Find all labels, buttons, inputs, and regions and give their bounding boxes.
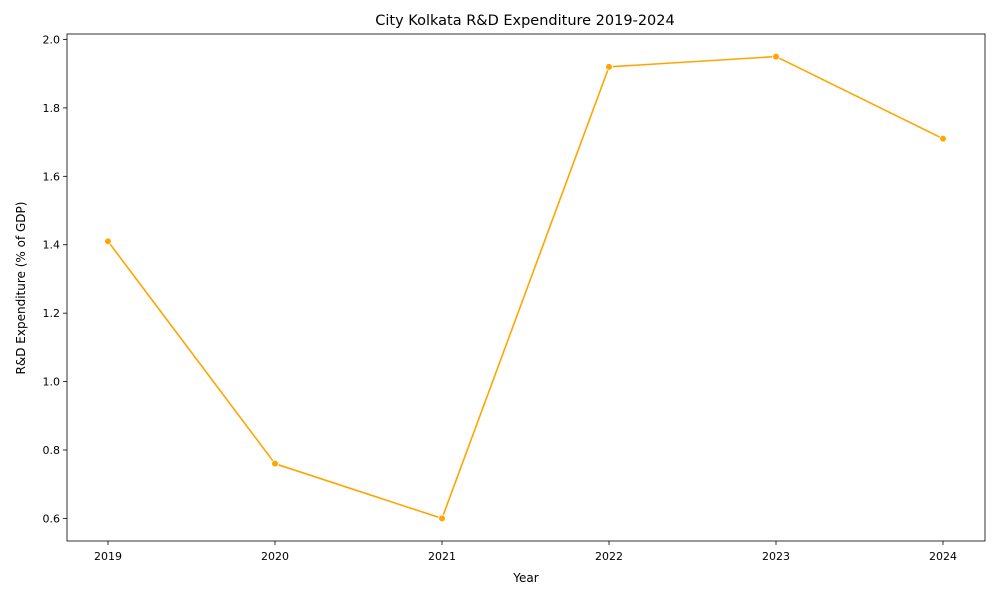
y-tick-label: 1.4 <box>43 239 61 252</box>
y-tick-label: 0.8 <box>43 444 61 457</box>
chart-title: City Kolkata R&D Expenditure 2019-2024 <box>375 13 674 29</box>
y-tick-label: 1.0 <box>43 376 61 389</box>
data-point <box>605 63 613 71</box>
y-tick-label: 1.8 <box>43 102 61 115</box>
x-tick-label: 2019 <box>94 550 122 563</box>
plot-frame <box>66 33 986 542</box>
y-axis-ticks: 0.6 0.8 1.0 1.2 1.4 1.6 1.8 2.0 <box>43 33 67 525</box>
data-point <box>104 237 112 246</box>
x-axis-ticks: 2019 2020 2021 2022 2023 2024 <box>94 541 957 563</box>
y-tick-label: 0.6 <box>43 512 61 525</box>
data-point <box>939 134 947 143</box>
y-axis-label: R&D Expenditure (% of GDP) <box>14 202 28 375</box>
x-tick-label: 2023 <box>762 550 790 563</box>
plot-area <box>66 33 986 542</box>
y-tick-label: 1.2 <box>43 307 61 320</box>
y-tick-label: 1.6 <box>43 170 61 183</box>
data-point <box>438 514 446 523</box>
data-point <box>772 52 780 61</box>
data-point <box>271 459 279 468</box>
x-tick-label: 2024 <box>929 550 957 563</box>
x-tick-label: 2020 <box>261 550 289 563</box>
x-axis-label: Year <box>512 571 538 585</box>
x-tick-label: 2021 <box>428 550 456 563</box>
series-line <box>107 55 944 520</box>
x-tick-label: 2022 <box>595 550 623 563</box>
y-tick-label: 2.0 <box>43 33 61 46</box>
